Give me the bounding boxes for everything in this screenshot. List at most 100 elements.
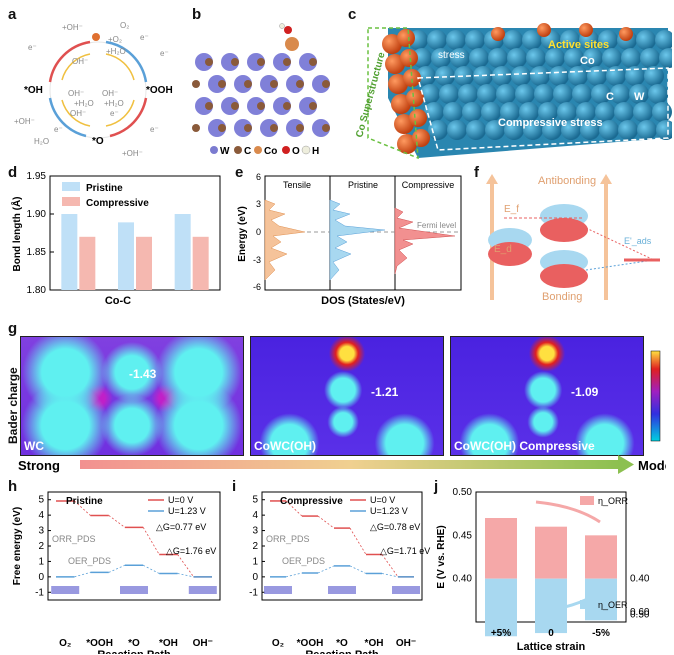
panel-h-free-energy-chart: 5 4 3 2 1 0 -1 O₂ *OOH *O *OH OH⁻ Pristine U=0 VU=1.2…	[12, 491, 221, 654]
svg-text:E'_ads: E'_ads	[624, 236, 652, 246]
energy-connector	[317, 515, 335, 529]
w-ball	[621, 48, 641, 68]
bar-orr	[535, 526, 567, 579]
w-ball	[549, 66, 569, 86]
o-atom	[284, 26, 292, 34]
c-atom	[322, 80, 330, 88]
w-ball	[526, 48, 546, 68]
w-ball	[538, 102, 558, 122]
w-ball	[519, 102, 539, 122]
svg-text:H: H	[312, 146, 319, 157]
x-tick-label: *OOH	[297, 638, 324, 649]
co-superstructure-label: Co Superstructure	[354, 51, 387, 139]
w-ball	[655, 30, 672, 50]
w-ball	[610, 84, 630, 104]
energy-connector	[108, 564, 125, 573]
w-ball	[599, 120, 619, 140]
legend-orr: η_ORR	[598, 496, 629, 506]
svg-text:Compressive: Compressive	[86, 198, 149, 209]
w-atom	[195, 97, 213, 115]
surface-model	[188, 586, 217, 594]
bader-charge-value: -1.43	[129, 367, 157, 381]
w-ball	[500, 102, 520, 122]
panel-d-bond-length-chart: 1.80 1.85 1.90 1.95 Pristine Compressive Co…	[10, 171, 221, 307]
x-tick-label: *O	[128, 638, 140, 649]
y-tick-label: -1	[35, 587, 44, 598]
w-ball	[428, 120, 448, 140]
w-atom	[299, 53, 317, 71]
panel-e-ylabel: Energy (eV)	[237, 206, 248, 262]
w-atom	[260, 119, 278, 137]
w-ball	[591, 84, 611, 104]
energy-connector	[142, 527, 160, 555]
w-atom	[247, 53, 265, 71]
energy-connector	[381, 554, 399, 578]
y-tick-label: 4	[252, 510, 258, 521]
bar-compressive	[192, 236, 209, 290]
surface-model	[392, 586, 420, 594]
bader-map-2: CoWC(OH) -1.21	[250, 336, 444, 456]
w-ball	[431, 48, 451, 68]
c-atom	[309, 58, 317, 66]
bader-map-label: WC	[24, 439, 44, 453]
w-ball	[602, 48, 622, 68]
legend-label: U=0 V	[168, 495, 193, 505]
w-atom	[234, 75, 252, 93]
c-atom	[309, 102, 317, 110]
w-atom	[247, 97, 265, 115]
annotation-orr-pds: ORR_PDS	[266, 534, 310, 544]
w-ball	[466, 120, 486, 140]
w-ball	[576, 102, 596, 122]
x-tick-label: *OOH	[86, 638, 113, 649]
panel-d-ylabel: Bond length (Å)	[10, 197, 23, 272]
energy-connector	[74, 571, 91, 578]
svg-text:OH⁻: OH⁻	[68, 89, 84, 98]
panel-label-d: d	[8, 164, 18, 181]
bar-pristine	[118, 222, 134, 290]
co-ball	[397, 29, 415, 47]
c-atom	[218, 124, 226, 132]
c-atom	[244, 124, 252, 132]
y-tick-label: 1.85	[27, 247, 47, 258]
c-atom	[231, 102, 239, 110]
bader-charge-value: -1.09	[571, 385, 599, 399]
w-atom	[286, 75, 304, 93]
svg-text:E_d: E_d	[494, 244, 512, 255]
svg-text:+OH⁻: +OH⁻	[14, 117, 35, 126]
w-ball	[530, 66, 550, 86]
strong-moderate-arrow: Strong Moderate	[18, 455, 666, 474]
svg-text:Pristine: Pristine	[86, 183, 123, 194]
svg-text:+OH⁻: +OH⁻	[62, 23, 83, 32]
co-atom	[285, 37, 299, 51]
svg-text:OH⁻: OH⁻	[102, 89, 118, 98]
y-tick-label: 3	[252, 526, 258, 537]
panel-d-legend: Pristine Compressive	[62, 182, 149, 209]
co-ball	[385, 54, 405, 74]
svg-text:e⁻: e⁻	[54, 125, 63, 134]
y-tick-label: 5	[38, 495, 44, 506]
w-ball	[644, 66, 664, 86]
w-ball	[424, 102, 444, 122]
co-ball	[388, 74, 408, 94]
y-tick-label: 2	[38, 541, 44, 552]
annotation-dg-oer: △G=1.76 eV	[166, 546, 216, 556]
w-ball	[568, 66, 588, 86]
y-axis-label: Free energy (eV)	[12, 507, 23, 585]
bar-pristine	[61, 214, 78, 290]
w-ball	[427, 30, 447, 50]
x-tick-label: 0	[548, 628, 554, 639]
w-atom	[273, 53, 291, 71]
svg-text:e⁻: e⁻	[140, 33, 149, 42]
panel-j-overpotential-chart: 0.500.450.40 0.400.500.60+5% 0 -5%η_ORRη_OE…	[436, 487, 650, 653]
legend-label: U=1.23 V	[168, 506, 206, 516]
w-ball	[561, 120, 581, 140]
y-tick-label: 1.80	[27, 285, 47, 296]
w-ball	[439, 84, 459, 104]
active-sites-label: Active sites	[548, 39, 609, 51]
dos-compressive-curve	[394, 207, 456, 275]
species-oh: *OH	[24, 85, 43, 96]
w-ball	[583, 48, 603, 68]
w-ball	[629, 84, 649, 104]
species-ooh: *OOH	[146, 85, 173, 96]
panel-label-a: a	[8, 6, 17, 23]
